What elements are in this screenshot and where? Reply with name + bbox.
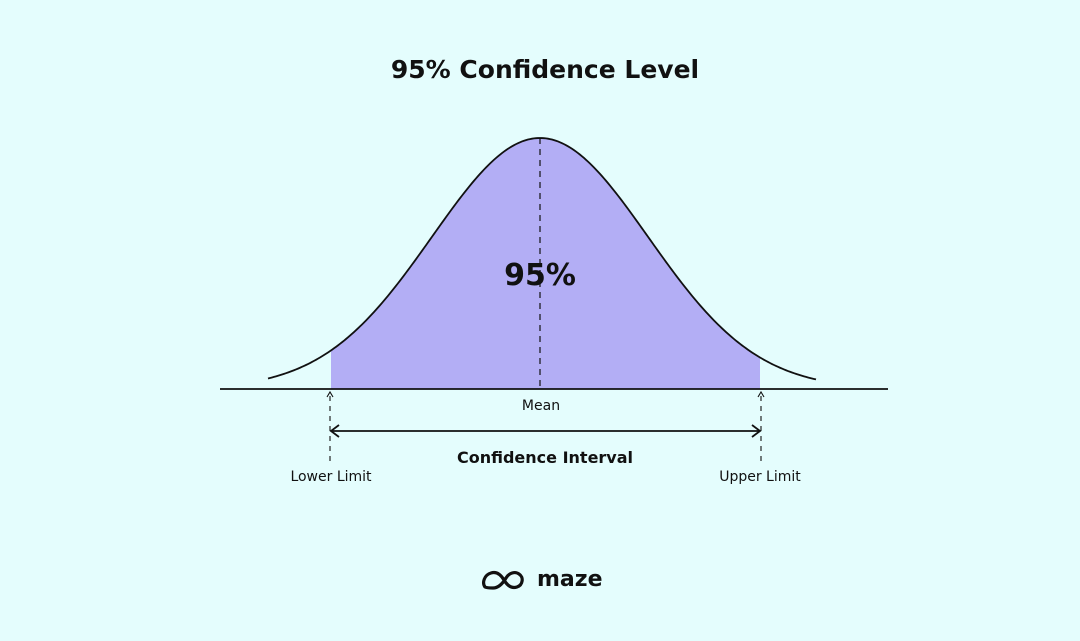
confidence-region bbox=[331, 138, 760, 389]
brand-name: maze bbox=[537, 567, 603, 592]
upper-limit-arrowhead bbox=[757, 390, 765, 398]
bell-curve bbox=[267, 137, 817, 381]
diagram-title: 95% Confidence Level bbox=[391, 55, 699, 84]
confidence-interval-label: Confidence Interval bbox=[457, 448, 633, 467]
mean-label: Mean bbox=[522, 398, 560, 414]
interval-arrow bbox=[329, 424, 762, 438]
confidence-percentage: 95% bbox=[504, 258, 576, 293]
lower-limit-label: Lower Limit bbox=[290, 469, 372, 485]
upper-limit-label: Upper Limit bbox=[719, 469, 801, 485]
lower-limit-arrowhead bbox=[326, 390, 334, 398]
maze-logo: maze bbox=[482, 567, 603, 592]
maze-logo-icon bbox=[482, 570, 524, 590]
